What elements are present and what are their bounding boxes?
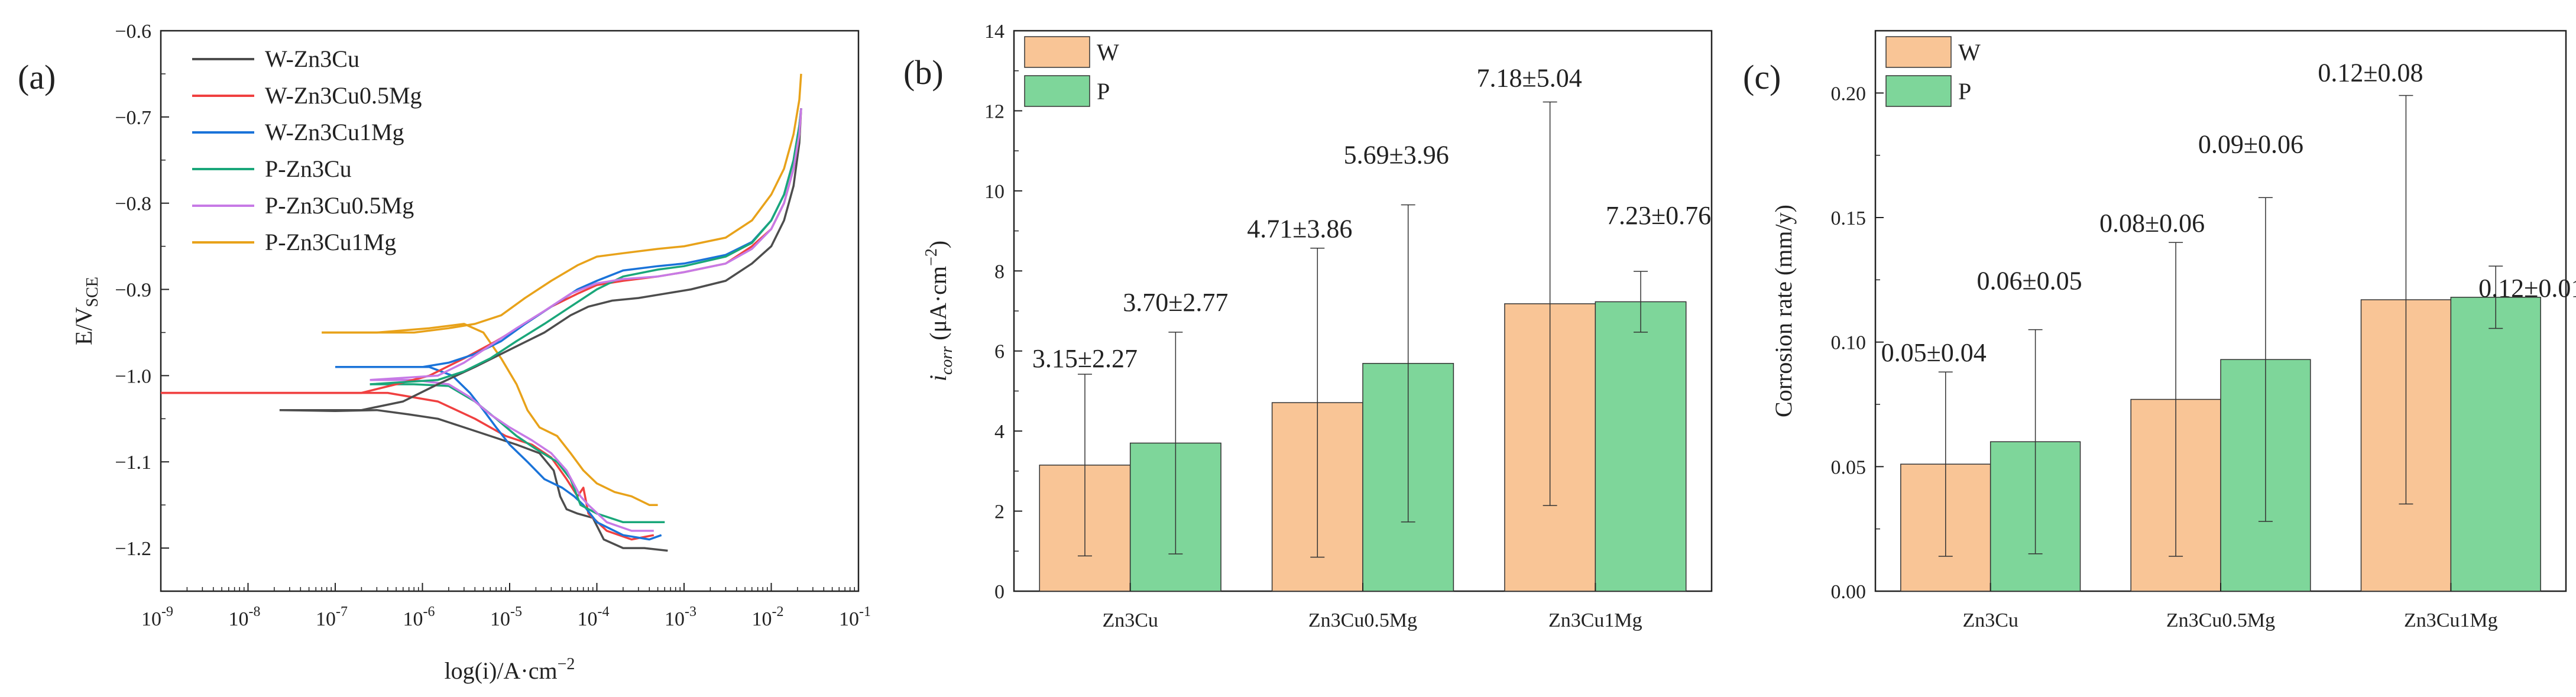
panel-b-y-tick-label: 10 (984, 181, 1005, 203)
panel-b-y-tick-label: 4 (994, 421, 1005, 443)
panel-a-x-tick-label: 10-1 (839, 604, 871, 630)
legend-swatch-p (1024, 75, 1090, 107)
panel-a-x-label: log(i)/A·cm−2 (445, 655, 575, 684)
curve-w-zn3cu-cathodic (279, 409, 668, 552)
panel-a-x-tick-label: 10-6 (403, 604, 435, 630)
legend-label-p: P (1097, 78, 1110, 105)
panel-a-y-tick-label: −0.7 (115, 107, 151, 129)
panel-b-y-tick-label: 0 (994, 581, 1005, 603)
panel-a-y-tick-label: −0.9 (115, 280, 151, 302)
data-label-p-zn3cu: 3.70±2.77 (1123, 288, 1228, 317)
panel-a-y-tick-label: −1.0 (115, 365, 151, 387)
panel-b-x-tick-label-zn3cu: Zn3Cu (1102, 610, 1158, 631)
data-label-p-zn3cu1mg: 0.12±0.01 (2478, 274, 2576, 303)
legend-label-p-zn3cu1mg: P-Zn3Cu1Mg (265, 229, 396, 255)
panel-a-y-tick-label: −1.2 (115, 538, 151, 560)
panel-a-letter: (a) (18, 58, 56, 96)
panel-b-x-tick-label-zn3cu1mg: Zn3Cu1Mg (1548, 610, 1642, 631)
data-label-p-zn3cu0-5mg: 0.09±0.06 (2198, 129, 2303, 158)
panel-b-y-tick-label: 2 (994, 501, 1005, 523)
panel-a-x-tick-label: 10-8 (229, 604, 261, 630)
bar-p-zn3cu1mg (1595, 301, 1687, 592)
data-label-w-zn3cu1mg: 0.12±0.08 (2318, 59, 2423, 87)
panel-a-legend: W-Zn3Cu W-Zn3Cu0.5Mg W-Zn3Cu1Mg P-Zn3Cu P-Zn… (192, 46, 422, 255)
panel-a-x-tick-label: 10-7 (316, 604, 348, 630)
data-label-p-zn3cu: 0.06±0.05 (1977, 267, 2082, 296)
panel-a-polarization-curves: (a) 10-9 10-8 10-7 10-6 10-5 10-4 10-3 10-2 10-1… (18, 21, 871, 684)
panel-b-y-tick-label: 8 (994, 261, 1005, 283)
panel-c-y-tick-label: 0.20 (1831, 83, 1867, 105)
panel-b-legend: WP (1024, 36, 1119, 107)
panel-a-x-tick-label: 10-3 (665, 604, 696, 630)
panel-c-corrosion-rate-bars: (c) 0.00 0.05 0.10 0.15 0.20 0.05±0.04 0.06±0… (1743, 30, 2576, 631)
panel-c-x-tick-label-zn3cu: Zn3Cu (1962, 610, 2018, 631)
curve-p-zn3cu1mg-cathodic (322, 323, 658, 506)
panel-b-bars: 3.15±2.27 3.70±2.77 4.71±3.86 5.69±3.96 7.18… (1032, 64, 1711, 592)
bar-p-zn3cu1mg (2450, 297, 2541, 592)
curve-w-zn3cu-anodic (279, 108, 802, 411)
panel-b-x-tick-label-zn3cu0-5mg: Zn3Cu0.5Mg (1308, 610, 1417, 631)
legend-label-w-zn3cu: W-Zn3Cu (265, 46, 359, 72)
legend-label-p-zn3cu0-5mg: P-Zn3Cu0.5Mg (265, 192, 414, 219)
panel-c-y-tick-label: 0.15 (1831, 208, 1867, 229)
curve-p-zn3cu0-5mg-cathodic (370, 378, 654, 532)
panel-b-y-tick-label: 12 (984, 101, 1005, 122)
curve-p-zn3cu-cathodic (370, 383, 665, 524)
legend-swatch-w (1024, 36, 1090, 68)
panel-a-y-tick-label: −1.1 (115, 452, 151, 474)
panel-c-y-tick-label: 0.10 (1831, 332, 1867, 354)
panel-c-legend: WP (1885, 36, 1981, 107)
panel-b-y-tick-label: 6 (994, 341, 1005, 363)
panel-b-y-label: icorr (μA·cm−2) (922, 241, 956, 381)
curve-p-zn3cu1mg-anodic (322, 73, 802, 334)
panel-a-y-tick-label: −0.6 (115, 21, 151, 43)
panel-c-y-label: Corrosion rate (mm/y) (1770, 205, 1797, 417)
panel-a-x-tick-label: 10-5 (490, 604, 522, 630)
legend-swatch-w (1885, 36, 1952, 68)
data-label-p-zn3cu0-5mg: 5.69±3.96 (1344, 141, 1449, 170)
panel-a-x-ticks: 10-9 10-8 10-7 10-6 10-5 10-4 10-3 10-2 10-1 (141, 583, 871, 630)
panel-b-icorr-bars: (b) 0 2 4 6 8 10 12 14 3.15±2.27 3.70±2.77 4.71±3… (903, 21, 1713, 631)
curve-p-zn3cu0-5mg-anodic (370, 108, 802, 381)
panel-a-y-label: E/VSCE (70, 277, 102, 345)
panel-a-x-tick-label: 10-9 (141, 604, 173, 630)
data-label-w-zn3cu0-5mg: 0.08±0.06 (2099, 209, 2205, 238)
panel-a-x-tick-label: 10-4 (578, 604, 610, 630)
panel-a-frame (160, 30, 860, 592)
legend-label-w: W (1097, 39, 1119, 66)
panel-a-y-ticks: −1.2 −1.1 −1.0 −0.9 −0.8 −0.7 −0.6 (115, 21, 169, 560)
panel-b-y-tick-label: 14 (984, 21, 1005, 43)
data-label-w-zn3cu: 0.05±0.04 (1881, 338, 1987, 367)
panel-a-y-tick-label: −0.8 (115, 193, 151, 215)
legend-label-p-zn3cu: P-Zn3Cu (265, 155, 352, 182)
panel-b-y-ticks: 0 2 4 6 8 10 12 14 (984, 21, 1022, 603)
panel-c-y-ticks: 0.00 0.05 0.10 0.15 0.20 (1831, 83, 1884, 603)
data-label-p-zn3cu1mg: 7.23±0.76 (1606, 201, 1711, 230)
panel-c-x-tick-label-zn3cu0-5mg: Zn3Cu0.5Mg (2166, 610, 2275, 631)
panel-a-curves (161, 73, 802, 552)
legend-label-p: P (1958, 78, 1971, 105)
legend-label-w: W (1958, 39, 1981, 66)
curve-w-zn3cu1mg-anodic (335, 108, 802, 368)
data-label-w-zn3cu0-5mg: 4.71±3.86 (1247, 215, 1352, 244)
curve-p-zn3cu-anodic (370, 108, 802, 385)
data-label-w-zn3cu1mg: 7.18±5.04 (1477, 64, 1582, 93)
data-label-w-zn3cu: 3.15±2.27 (1032, 344, 1138, 373)
panel-b-letter: (b) (903, 53, 944, 92)
panel-c-x-ticks: Zn3Cu Zn3Cu0.5Mg Zn3Cu1Mg (1962, 583, 2498, 631)
panel-c-letter: (c) (1743, 58, 1781, 96)
panel-c-bars: 0.05±0.04 0.06±0.05 0.08±0.06 0.09±0.06 0.12… (1881, 59, 2576, 592)
panel-c-y-tick-label: 0.00 (1831, 581, 1867, 603)
legend-label-w-zn3cu1mg: W-Zn3Cu1Mg (265, 119, 404, 145)
legend-label-w-zn3cu0-5mg: W-Zn3Cu0.5Mg (265, 82, 422, 109)
panel-c-y-tick-label: 0.05 (1831, 456, 1867, 478)
panel-a-x-tick-label: 10-2 (752, 604, 784, 630)
panel-b-x-ticks: Zn3Cu Zn3Cu0.5Mg Zn3Cu1Mg (1102, 583, 1642, 631)
panel-c-x-tick-label-zn3cu1mg: Zn3Cu1Mg (2404, 610, 2498, 631)
legend-swatch-p (1885, 75, 1952, 107)
